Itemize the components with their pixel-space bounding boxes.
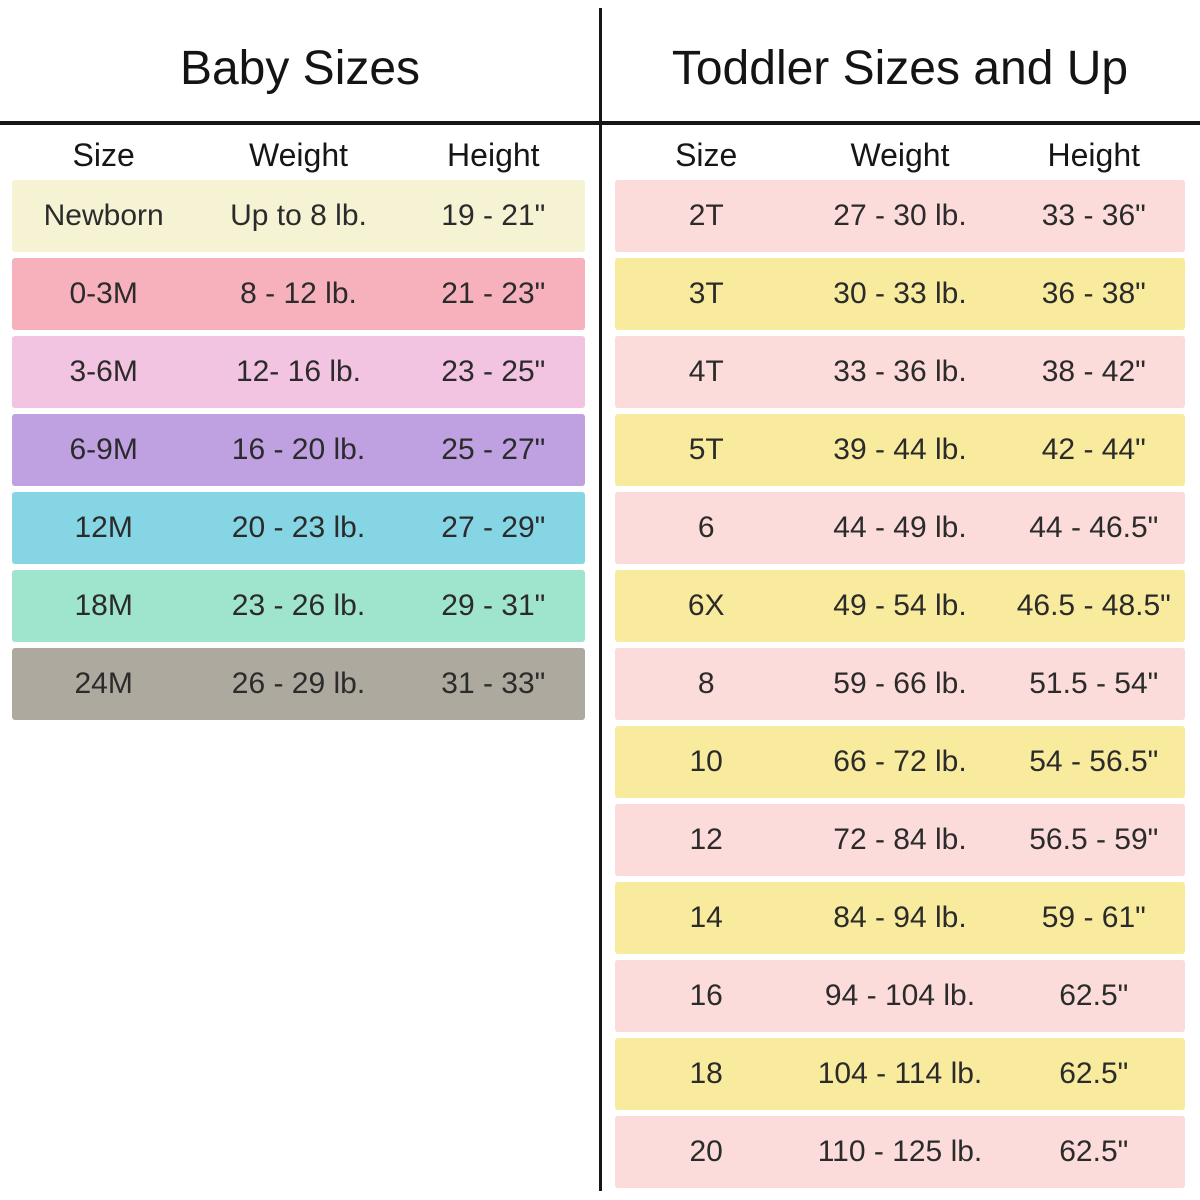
table-row: 16 94 - 104 lb. 62.5" bbox=[615, 960, 1185, 1032]
height-cell: 33 - 36" bbox=[1041, 199, 1146, 232]
size-cell: 3-6M bbox=[69, 355, 138, 388]
weight-cell: 23 - 26 lb. bbox=[231, 589, 366, 622]
size-cell: 0-3M bbox=[69, 277, 138, 310]
table-row: 2T 27 - 30 lb. 33 - 36" bbox=[615, 180, 1185, 252]
size-column-header: Size bbox=[675, 136, 738, 173]
height-cell: 25 - 27" bbox=[441, 433, 546, 466]
table-row: 12 72 - 84 lb. 56.5 - 59" bbox=[615, 804, 1185, 876]
height-column-header: Height bbox=[1047, 136, 1141, 173]
baby-sizes-table: Size Weight Height Newborn Up to 8 lb. 1… bbox=[12, 130, 585, 726]
toddler-table-header-row: Size Weight Height bbox=[615, 130, 1185, 180]
vertical-divider bbox=[599, 8, 602, 1191]
size-cell: 16 bbox=[689, 979, 723, 1012]
table-row: 6-9M 16 - 20 lb. 25 - 27" bbox=[12, 414, 585, 486]
table-row: 6X 49 - 54 lb. 46.5 - 48.5" bbox=[615, 570, 1185, 642]
height-cell: 21 - 23" bbox=[441, 277, 546, 310]
table-row: 10 66 - 72 lb. 54 - 56.5" bbox=[615, 726, 1185, 798]
weight-cell: 84 - 94 lb. bbox=[833, 901, 967, 934]
table-row: 8 59 - 66 lb. 51.5 - 54" bbox=[615, 648, 1185, 720]
table-row: 20 110 - 125 lb. 62.5" bbox=[615, 1116, 1185, 1188]
size-cell: 4T bbox=[688, 355, 724, 388]
weight-cell: 8 - 12 lb. bbox=[240, 277, 357, 310]
height-cell: 38 - 42" bbox=[1041, 355, 1146, 388]
size-cell: 24M bbox=[74, 667, 133, 700]
table-row: 14 84 - 94 lb. 59 - 61" bbox=[615, 882, 1185, 954]
table-row: 18M 23 - 26 lb. 29 - 31" bbox=[12, 570, 585, 642]
size-cell: 14 bbox=[689, 901, 723, 934]
toddler-sizes-table: Size Weight Height 2T 27 - 30 lb. 33 - 3… bbox=[615, 130, 1185, 1194]
weight-cell: 104 - 114 lb. bbox=[817, 1057, 983, 1090]
height-cell: 62.5" bbox=[1059, 1057, 1129, 1090]
size-cell: 18 bbox=[689, 1057, 723, 1090]
height-cell: 51.5 - 54" bbox=[1029, 667, 1159, 700]
table-row: 0-3M 8 - 12 lb. 21 - 23" bbox=[12, 258, 585, 330]
size-cell: Newborn bbox=[43, 199, 164, 232]
weight-cell: 16 - 20 lb. bbox=[231, 433, 366, 466]
table-row: 4T 33 - 36 lb. 38 - 42" bbox=[615, 336, 1185, 408]
table-row: 5T 39 - 44 lb. 42 - 44" bbox=[615, 414, 1185, 486]
weight-cell: 20 - 23 lb. bbox=[231, 511, 366, 544]
height-cell: 19 - 21" bbox=[441, 199, 546, 232]
size-cell: 3T bbox=[688, 277, 724, 310]
size-cell: 18M bbox=[74, 589, 133, 622]
height-cell: 42 - 44" bbox=[1041, 433, 1146, 466]
size-cell: 12M bbox=[74, 511, 133, 544]
size-cell: 12 bbox=[689, 823, 723, 856]
table-row: 12M 20 - 23 lb. 27 - 29" bbox=[12, 492, 585, 564]
weight-cell: Up to 8 lb. bbox=[230, 199, 367, 232]
weight-cell: 94 - 104 lb. bbox=[824, 979, 976, 1012]
height-cell: 59 - 61" bbox=[1041, 901, 1146, 934]
table-row: 3T 30 - 33 lb. 36 - 38" bbox=[615, 258, 1185, 330]
height-cell: 44 - 46.5" bbox=[1029, 511, 1159, 544]
weight-cell: 59 - 66 lb. bbox=[833, 667, 967, 700]
weight-column-header: Weight bbox=[248, 136, 348, 173]
height-cell: 23 - 25" bbox=[441, 355, 546, 388]
size-cell: 6-9M bbox=[69, 433, 138, 466]
weight-column-header: Weight bbox=[850, 136, 950, 173]
weight-cell: 49 - 54 lb. bbox=[833, 589, 967, 622]
weight-cell: 44 - 49 lb. bbox=[833, 511, 967, 544]
size-cell: 5T bbox=[688, 433, 724, 466]
table-row: 3-6M 12- 16 lb. 23 - 25" bbox=[12, 336, 585, 408]
size-cell: 8 bbox=[697, 667, 715, 700]
weight-cell: 30 - 33 lb. bbox=[833, 277, 967, 310]
weight-cell: 110 - 125 lb. bbox=[817, 1135, 983, 1168]
table-row: 24M 26 - 29 lb. 31 - 33" bbox=[12, 648, 585, 720]
size-cell: 6X bbox=[687, 589, 725, 622]
height-cell: 29 - 31" bbox=[441, 589, 546, 622]
height-column-header: Height bbox=[447, 136, 540, 173]
height-cell: 46.5 - 48.5" bbox=[1016, 589, 1171, 622]
table-row: 18 104 - 114 lb. 62.5" bbox=[615, 1038, 1185, 1110]
size-cell: 10 bbox=[689, 745, 723, 778]
height-cell: 54 - 56.5" bbox=[1029, 745, 1159, 778]
weight-cell: 66 - 72 lb. bbox=[833, 745, 967, 778]
weight-cell: 26 - 29 lb. bbox=[231, 667, 366, 700]
height-cell: 27 - 29" bbox=[441, 511, 546, 544]
toddler-sizes-title: Toddler Sizes and Up bbox=[671, 42, 1129, 95]
weight-cell: 27 - 30 lb. bbox=[833, 199, 967, 232]
table-row: Newborn Up to 8 lb. 19 - 21" bbox=[12, 180, 585, 252]
weight-cell: 33 - 36 lb. bbox=[833, 355, 967, 388]
weight-cell: 72 - 84 lb. bbox=[833, 823, 967, 856]
baby-table-header-row: Size Weight Height bbox=[12, 130, 585, 180]
size-cell: 6 bbox=[697, 511, 715, 544]
size-cell: 2T bbox=[688, 199, 724, 232]
size-cell: 20 bbox=[689, 1135, 723, 1168]
height-cell: 31 - 33" bbox=[441, 667, 546, 700]
height-cell: 56.5 - 59" bbox=[1029, 823, 1159, 856]
table-row: 6 44 - 49 lb. 44 - 46.5" bbox=[615, 492, 1185, 564]
height-cell: 62.5" bbox=[1059, 979, 1129, 1012]
weight-cell: 39 - 44 lb. bbox=[833, 433, 967, 466]
weight-cell: 12- 16 lb. bbox=[235, 355, 362, 388]
baby-sizes-title: Baby Sizes bbox=[179, 42, 421, 95]
height-cell: 62.5" bbox=[1059, 1135, 1129, 1168]
height-cell: 36 - 38" bbox=[1041, 277, 1146, 310]
size-column-header: Size bbox=[72, 136, 135, 173]
